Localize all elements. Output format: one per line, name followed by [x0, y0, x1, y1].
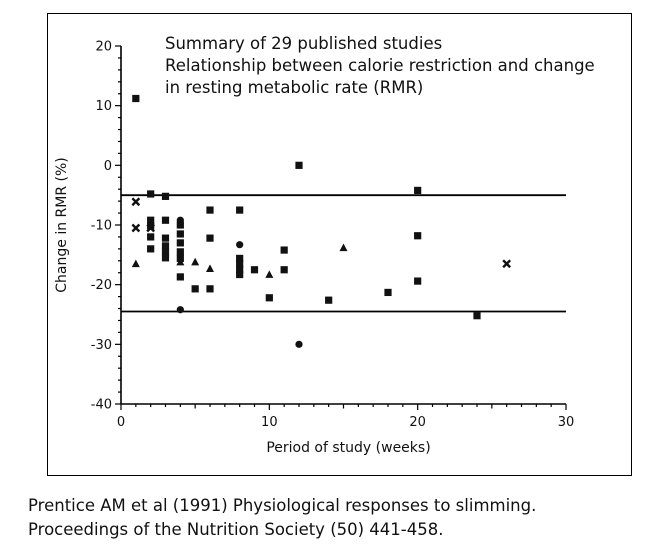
y-axis-label: Change in RMR (%)	[54, 157, 70, 292]
point-square	[280, 246, 288, 254]
y-tick-label: -20	[91, 278, 112, 293]
x-tick-label: 0	[117, 415, 125, 430]
point-cross	[146, 223, 156, 233]
scatter-chart: 20 10 0 -10 -20 -30 -40 0 10 20 30 Period of study …	[54, 34, 595, 456]
chart-title-line: in resting metabolic rate (RMR)	[165, 78, 423, 97]
point-square	[132, 94, 140, 103]
point-square	[473, 312, 481, 320]
point-square	[280, 266, 288, 274]
y-tick-label: 10	[95, 99, 112, 114]
point-square	[325, 296, 333, 304]
y-tick-label: -40	[91, 398, 112, 413]
point-square	[236, 206, 244, 214]
point-square	[206, 285, 214, 293]
point-square	[176, 273, 184, 281]
point-square	[206, 234, 214, 242]
point-square	[250, 266, 259, 274]
figure-frame: 20 10 0 -10 -20 -30 -40 0 10 20 30 Period of study …	[47, 13, 632, 476]
point-cross	[131, 197, 141, 207]
point-square	[236, 270, 244, 279]
point-square	[176, 230, 184, 238]
point-square	[414, 232, 422, 240]
point-square	[206, 206, 214, 214]
x-tick-label: 30	[558, 415, 575, 430]
point-triangle	[176, 257, 185, 266]
point-square	[161, 248, 170, 256]
y-tick-label: -10	[91, 219, 112, 234]
point-square	[236, 266, 244, 274]
point-square	[295, 161, 303, 169]
y-tick-label: 0	[104, 159, 112, 174]
point-triangle	[131, 259, 140, 268]
chart-title-line: Relationship between calorie restriction…	[165, 56, 595, 75]
point-triangle	[191, 257, 200, 266]
point-square	[414, 186, 422, 194]
point-square	[147, 245, 155, 253]
point-square	[414, 277, 422, 285]
point-square	[176, 248, 184, 256]
point-triangle	[339, 243, 348, 252]
point-square	[384, 288, 392, 297]
caption-line-1: Prentice AM et al (1991) Physiological r…	[28, 496, 537, 515]
point-square	[147, 233, 155, 241]
point-triangle	[265, 270, 274, 278]
point-triangle	[206, 264, 214, 272]
point-square	[236, 260, 244, 268]
point-square	[161, 234, 170, 242]
x-axis-label: Period of study (weeks)	[266, 440, 430, 456]
chart-title-line: Summary of 29 published studies	[165, 34, 442, 53]
point-circle	[176, 216, 184, 224]
point-square	[265, 294, 273, 302]
x-tick-label: 10	[261, 415, 278, 430]
point-square	[176, 221, 184, 229]
point-square	[147, 190, 155, 198]
point-square	[147, 216, 155, 224]
point-circle	[295, 340, 303, 348]
point-square	[147, 222, 155, 230]
point-cross	[131, 223, 141, 233]
point-cross	[502, 259, 512, 269]
caption-line-2: Proceedings of the Nutrition Society (50…	[28, 520, 444, 539]
point-square	[236, 254, 244, 263]
point-square	[176, 239, 184, 247]
point-square	[191, 285, 199, 293]
point-circle	[176, 306, 184, 314]
y-tick-label: -30	[91, 338, 112, 353]
point-square	[161, 242, 170, 250]
point-square	[161, 254, 170, 262]
y-tick-label: 20	[95, 40, 112, 55]
point-circle	[236, 241, 244, 249]
x-tick-label: 20	[409, 415, 426, 430]
point-square	[161, 216, 170, 224]
point-square	[161, 192, 170, 200]
